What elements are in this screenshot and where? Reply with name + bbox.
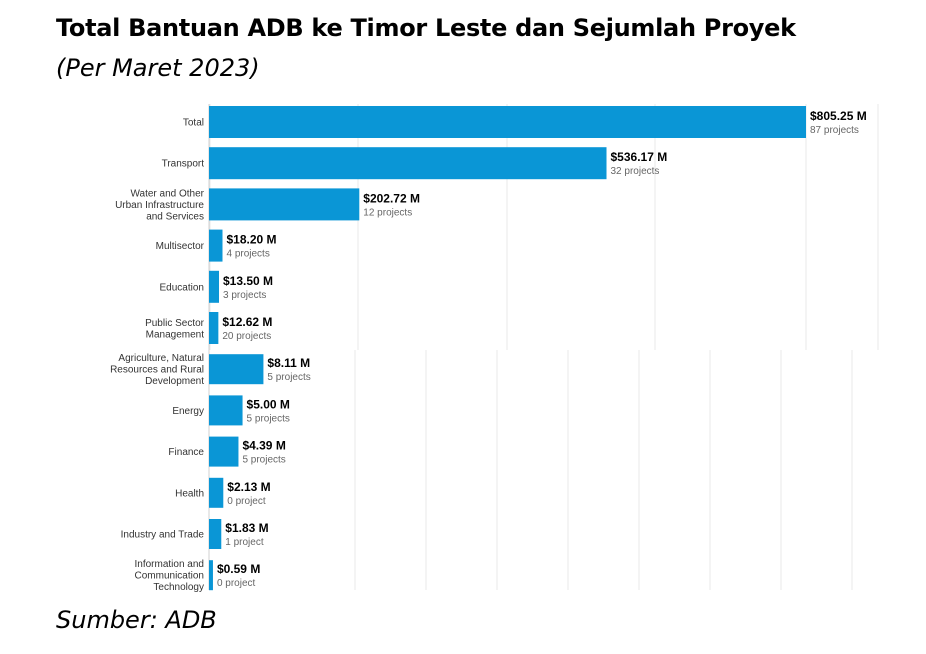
value-label-0: $805.25 M bbox=[810, 109, 867, 123]
category-label-6: Agriculture, Natural Resources and Rural D… bbox=[110, 353, 204, 387]
project-label-7: 5 projects bbox=[247, 413, 290, 424]
category-label-8: Finance bbox=[168, 447, 204, 458]
value-label-2: $202.72 M bbox=[363, 191, 420, 205]
chart-subtitle: (Per Maret 2023) bbox=[56, 54, 260, 82]
value-label-3: $18.20 M bbox=[226, 233, 276, 247]
value-label-7: $5.00 M bbox=[247, 397, 290, 411]
project-label-3: 4 projects bbox=[226, 249, 269, 260]
category-label-11: Information and Communication Technology bbox=[135, 559, 205, 593]
project-label-10: 1 project bbox=[225, 537, 264, 548]
project-label-8: 5 projects bbox=[242, 455, 285, 466]
chart-title: Total Bantuan ADB ke Timor Leste dan Sej… bbox=[56, 14, 796, 42]
category-label-0: Total bbox=[183, 118, 204, 129]
value-label-9: $2.13 M bbox=[227, 480, 270, 494]
value-label-8: $4.39 M bbox=[242, 439, 285, 453]
category-label-9: Health bbox=[175, 488, 204, 499]
bar-11 bbox=[209, 560, 213, 591]
project-label-4: 3 projects bbox=[223, 290, 266, 301]
category-label-7: Energy bbox=[172, 406, 204, 417]
category-label-10: Industry and Trade bbox=[121, 530, 205, 541]
value-label-1: $536.17 M bbox=[611, 150, 668, 164]
value-label-6: $8.11 M bbox=[267, 356, 310, 370]
bar-9 bbox=[209, 477, 224, 508]
bar-8 bbox=[209, 436, 239, 467]
project-label-9: 0 project bbox=[227, 496, 266, 507]
source-note: Sumber: ADB bbox=[56, 606, 217, 634]
project-label-0: 87 projects bbox=[810, 125, 859, 136]
value-label-10: $1.83 M bbox=[225, 521, 268, 535]
project-label-5: 20 projects bbox=[222, 331, 271, 342]
value-label-11: $0.59 M bbox=[217, 562, 260, 576]
bar-3 bbox=[209, 229, 223, 262]
bar-0 bbox=[209, 106, 806, 138]
project-label-6: 5 projects bbox=[267, 372, 310, 383]
category-label-4: Education bbox=[160, 282, 204, 293]
category-label-5: Public Sector Management bbox=[145, 318, 205, 341]
bar-5 bbox=[209, 312, 219, 344]
bar-7 bbox=[209, 395, 243, 426]
bar-4 bbox=[209, 270, 220, 303]
bar-6 bbox=[209, 354, 264, 385]
bar-10 bbox=[209, 519, 222, 549]
bar-1 bbox=[209, 147, 607, 180]
project-label-2: 12 projects bbox=[363, 207, 412, 218]
bar-2 bbox=[209, 188, 360, 221]
category-label-3: Multisector bbox=[156, 241, 205, 252]
project-label-11: 0 project bbox=[217, 578, 256, 589]
project-label-1: 32 projects bbox=[611, 166, 660, 177]
value-label-5: $12.62 M bbox=[222, 315, 272, 329]
value-label-4: $13.50 M bbox=[223, 274, 273, 288]
category-label-2: Water and Other Urban Infrastructure and S… bbox=[115, 188, 205, 222]
category-label-1: Transport bbox=[162, 159, 205, 170]
